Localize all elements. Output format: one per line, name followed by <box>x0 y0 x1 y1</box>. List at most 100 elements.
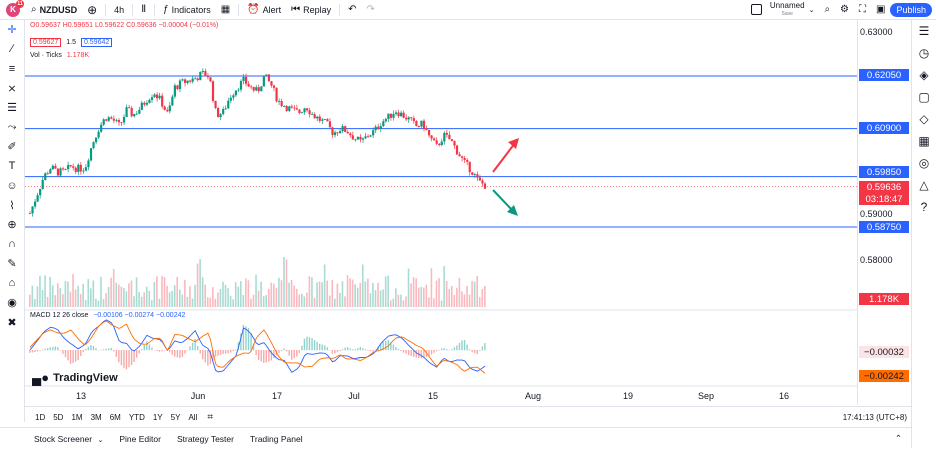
range-3m[interactable]: 3M <box>87 413 106 422</box>
macd-histogram-bar <box>431 350 432 355</box>
horizontal-lines-icon[interactable]: ≡ <box>0 59 24 79</box>
candle-body <box>258 87 260 91</box>
volume-bar <box>70 292 72 307</box>
snapshot-button[interactable]: ▣ <box>871 0 890 19</box>
candle-body <box>372 130 374 135</box>
candle-body <box>395 112 397 113</box>
crosshair-icon[interactable]: ✛ <box>0 20 24 40</box>
candle-body <box>192 78 194 81</box>
quick-search-button[interactable]: ⌕ <box>819 0 835 19</box>
undo-button[interactable]: ↶ <box>343 0 361 19</box>
candle-body <box>347 132 349 133</box>
patterns-icon[interactable]: ⤳ <box>0 118 24 138</box>
redo-button[interactable]: ↷ <box>362 0 380 19</box>
alert-button[interactable]: ⏰ Alert <box>242 0 286 19</box>
goto-date-icon[interactable]: ⌗ <box>207 412 213 423</box>
indicators-button[interactable]: ƒ Indicators <box>158 0 216 19</box>
divider <box>132 4 133 16</box>
price-chart[interactable] <box>25 20 857 405</box>
macd-histogram-bar <box>194 339 195 350</box>
maximize-panel-icon[interactable]: ⌃ <box>895 433 902 444</box>
eye-icon[interactable]: ◉ <box>0 293 24 313</box>
zoom-icon[interactable]: ⊕ <box>0 215 24 235</box>
candle-body <box>214 101 216 108</box>
volume-bar <box>354 284 356 307</box>
candle-body <box>334 132 336 135</box>
macd-histogram-bar <box>349 348 350 350</box>
macd-histogram-bar <box>105 349 106 350</box>
candle-body <box>354 139 356 140</box>
brush-icon[interactable]: ✐ <box>0 137 24 157</box>
emoji-icon[interactable]: ☺ <box>0 176 24 196</box>
volume-bar <box>179 290 181 307</box>
buy-button[interactable]: 0.59642 <box>81 38 112 47</box>
volume-bar <box>278 278 280 307</box>
range-1d[interactable]: 1D <box>31 413 49 422</box>
range-all[interactable]: All <box>184 413 201 422</box>
volume-bar <box>359 283 361 307</box>
candle-body <box>433 139 435 141</box>
ideas-icon[interactable]: ◇ <box>912 108 936 130</box>
range-6m[interactable]: 6M <box>106 413 125 422</box>
bell-icon[interactable]: △ <box>912 174 936 196</box>
volume-bar <box>77 286 79 307</box>
chart-type-button[interactable]: Ⅱ <box>136 0 151 19</box>
search-icon: ⌕ <box>824 4 830 15</box>
tab-stock-screener[interactable]: Stock Screener ⌄ <box>26 434 111 444</box>
candle-body <box>227 101 229 109</box>
settings-button[interactable]: ⚙ <box>835 0 854 19</box>
candle-body <box>303 108 305 112</box>
range-5y[interactable]: 5Y <box>167 413 185 422</box>
lock-drawing-icon[interactable]: ✎ <box>0 254 24 274</box>
candle-body <box>67 165 69 169</box>
watchlist-icon[interactable]: ☰ <box>912 20 936 42</box>
ruler-icon[interactable]: ⌇ <box>0 196 24 216</box>
tab-strategy-tester[interactable]: Strategy Tester <box>169 434 242 444</box>
time-tick: Aug <box>525 391 541 401</box>
range-5d[interactable]: 5D <box>49 413 67 422</box>
magnet-icon[interactable]: ∩ <box>0 235 24 255</box>
volume-bar <box>370 293 372 307</box>
fullscreen-button[interactable]: ⛶ <box>854 0 871 19</box>
help-icon[interactable]: ? <box>912 196 936 218</box>
tab-trading-panel[interactable]: Trading Panel <box>242 434 311 444</box>
fib-icon[interactable]: ☰ <box>0 98 24 118</box>
text-icon[interactable]: T <box>0 157 24 177</box>
candle-body <box>202 71 204 72</box>
volume-bar <box>169 292 171 307</box>
macd-histogram-bar <box>128 350 129 367</box>
layers-icon[interactable]: ◈ <box>912 64 936 86</box>
alerts-clock-icon[interactable]: ◷ <box>912 42 936 64</box>
trash-icon[interactable]: ✖ <box>0 313 24 333</box>
clock-display[interactable]: 17:41:13 (UTC+8) <box>843 413 907 422</box>
candle-body <box>339 131 341 133</box>
templates-button[interactable]: ▦ <box>216 0 235 19</box>
volume-bar <box>52 285 54 307</box>
replay-button[interactable]: ⏮ Replay <box>286 0 336 19</box>
candle-body <box>87 160 89 167</box>
sell-button[interactable]: 0.59627 <box>30 38 61 47</box>
calendar-icon[interactable]: ▦ <box>912 130 936 152</box>
volume-bar <box>187 297 189 307</box>
range-ytd[interactable]: YTD <box>125 413 149 422</box>
volume-bar <box>75 290 77 307</box>
chat-icon[interactable]: ▢ <box>912 86 936 108</box>
lock-icon[interactable]: ⌂ <box>0 274 24 294</box>
pitchfork-icon[interactable]: ⨯ <box>0 79 24 99</box>
broadcast-icon[interactable]: ◎ <box>912 152 936 174</box>
macd-histogram-bar <box>306 337 307 351</box>
publish-button[interactable]: Publish <box>890 3 932 17</box>
symbol-search[interactable]: ⌕ NZDUSD <box>26 0 82 19</box>
candle-body <box>316 117 318 119</box>
macd-histogram-bar <box>225 350 226 354</box>
layout-menu[interactable]: Unnamed Save ⌄ <box>746 0 820 19</box>
compare-button[interactable]: ⊕ <box>82 0 102 19</box>
trend-line-icon[interactable]: ∕ <box>0 40 24 60</box>
candle-body <box>476 174 478 177</box>
interval-button[interactable]: 4h <box>109 0 129 19</box>
tab-pine-editor[interactable]: Pine Editor <box>111 434 169 444</box>
candle-body <box>72 166 74 167</box>
range-1m[interactable]: 1M <box>67 413 86 422</box>
range-1y[interactable]: 1Y <box>149 413 167 422</box>
